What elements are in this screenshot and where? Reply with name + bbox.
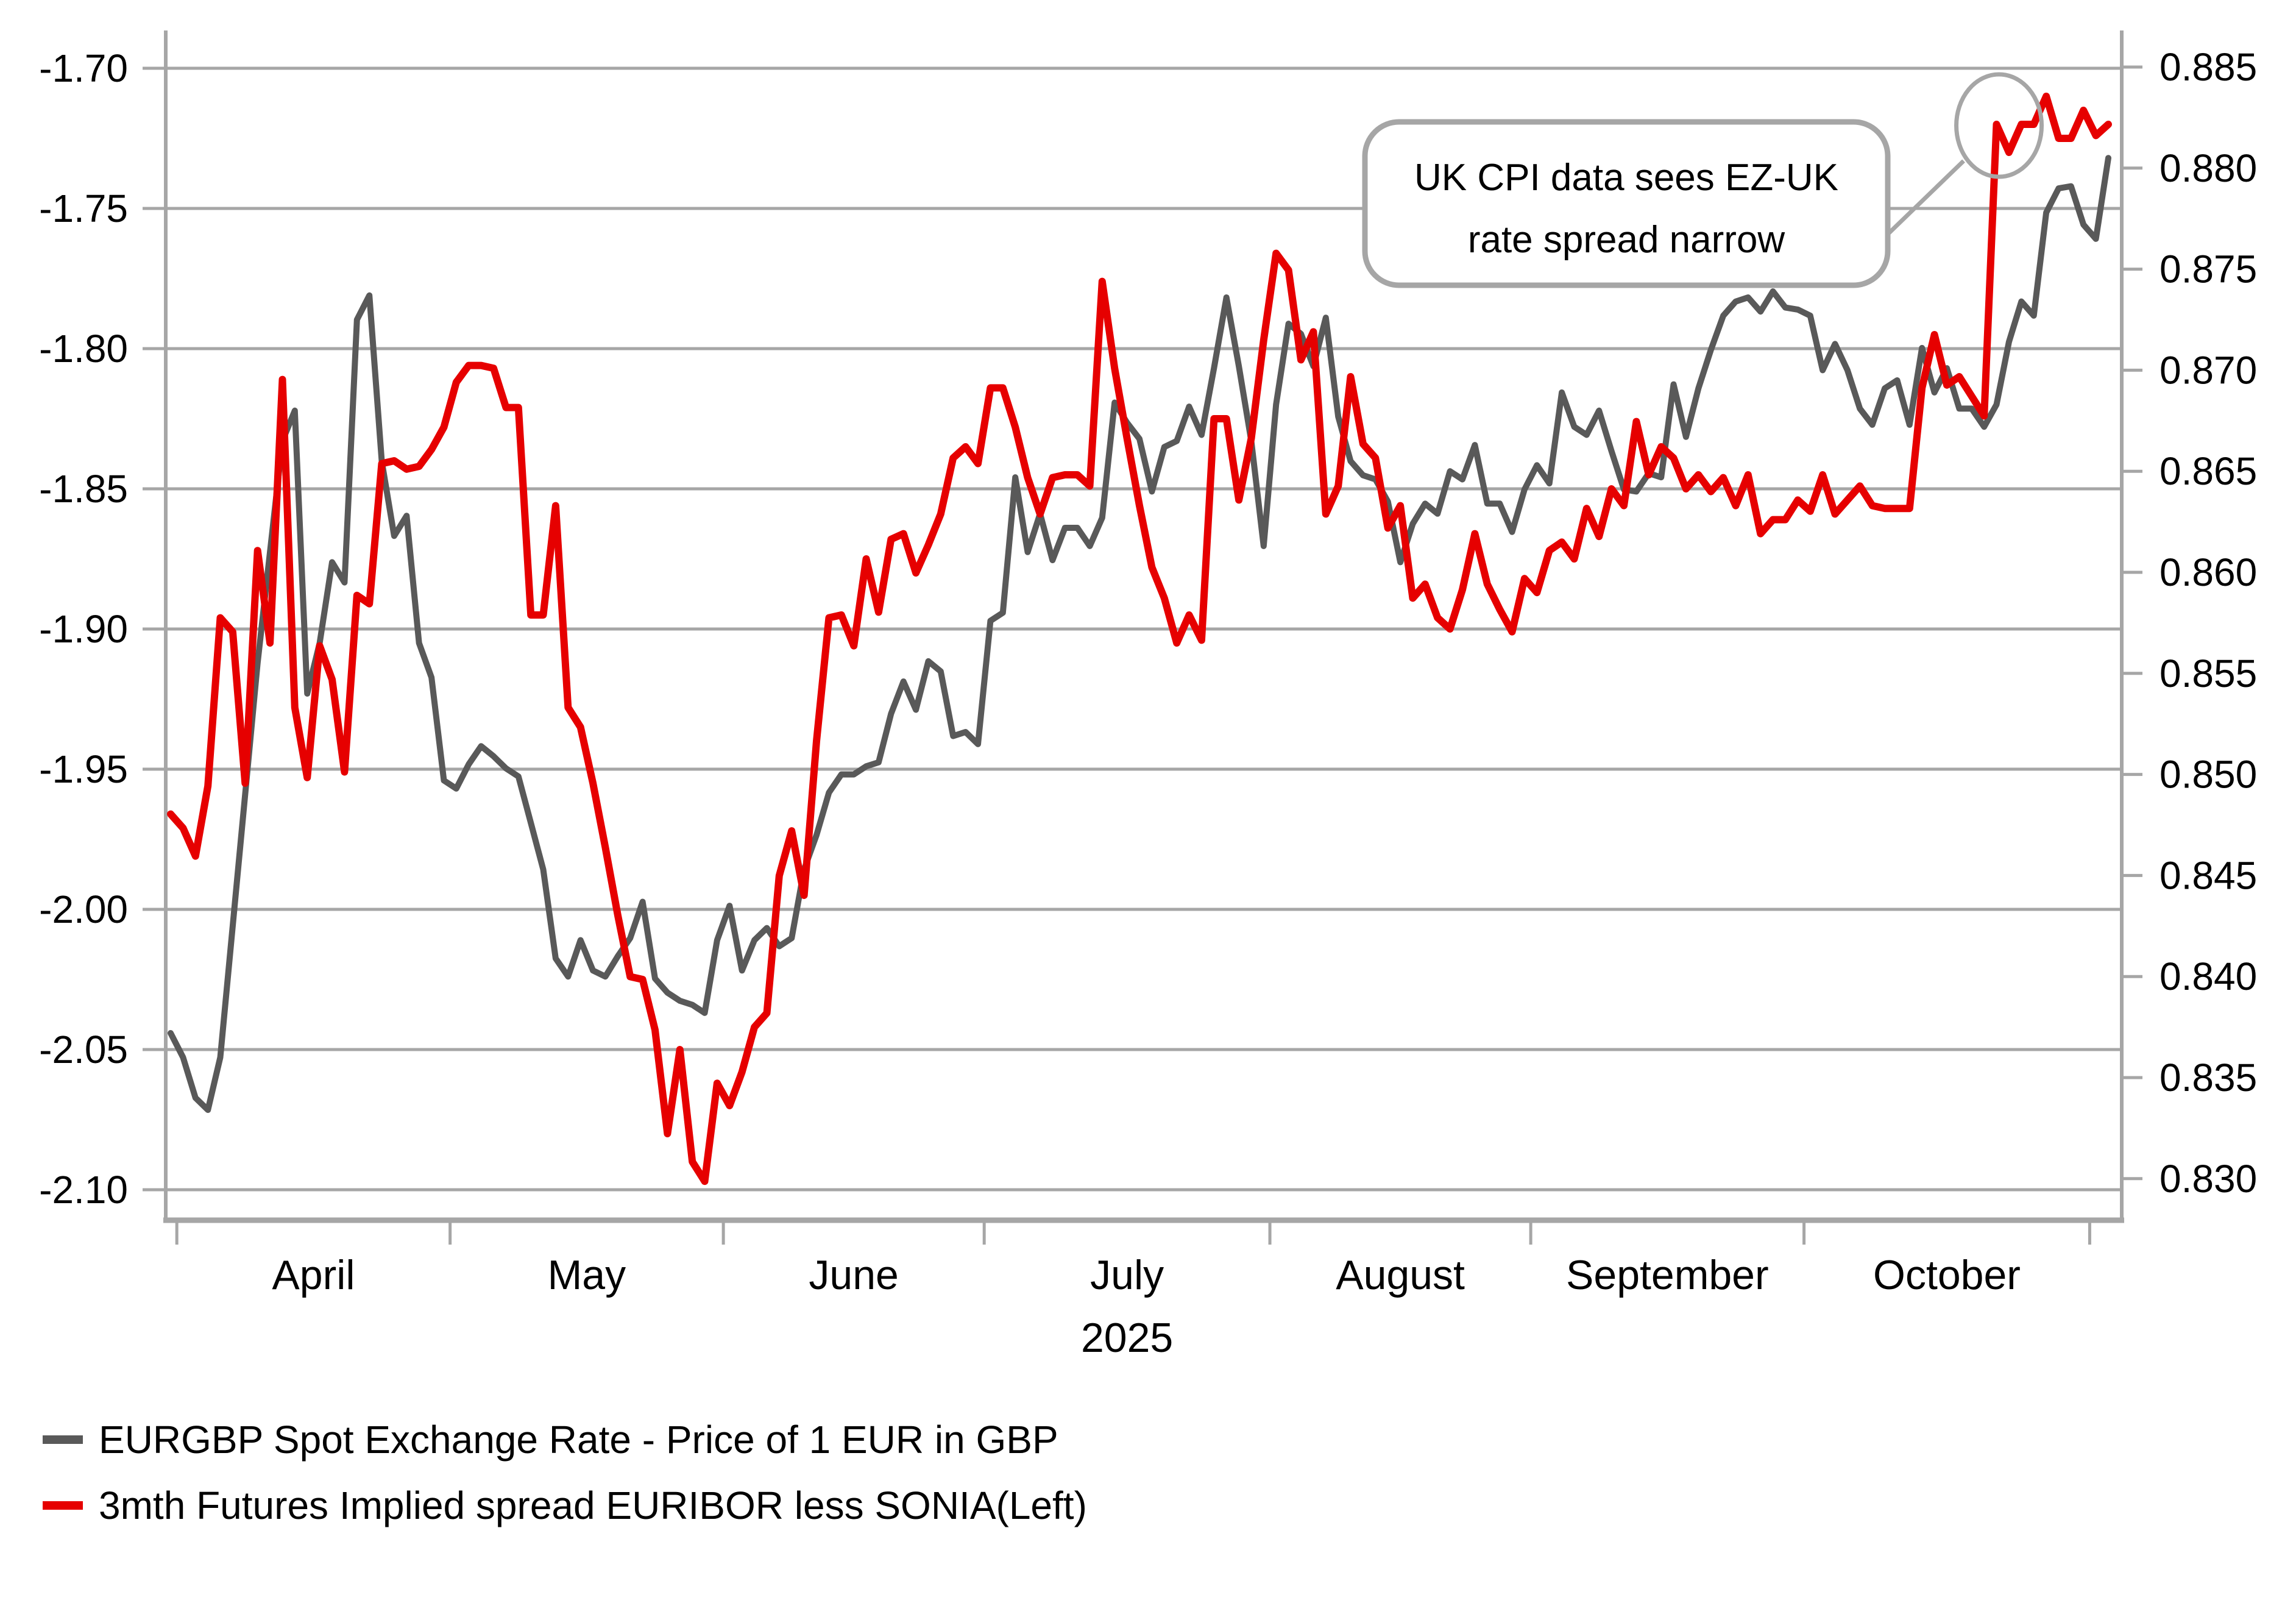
x-axis-month-label: October [1873, 1252, 2021, 1298]
left-axis-tick-label: -2.05 [39, 1028, 128, 1071]
series [167, 93, 2112, 1185]
highlight-ellipse [1954, 72, 2044, 179]
left-axis-tick-label: -1.95 [39, 747, 128, 791]
axes [143, 30, 2142, 1245]
x-axis-month-label: June [809, 1252, 898, 1298]
annotation-callout: UK CPI data sees EZ-UK rate spread narrow [1362, 72, 2044, 288]
x-axis-month-label: September [1566, 1252, 1769, 1298]
callout-text-line1: UK CPI data sees EZ-UK [1414, 157, 1838, 199]
legend: EURGBP Spot Exchange Rate - Price of 1 E… [43, 1420, 1087, 1525]
x-axis-month-label: May [548, 1252, 626, 1298]
callout-box [1362, 119, 1891, 288]
legend-label-euribor-sonia-spread: 3mth Futures Implied spread EURIBOR less… [99, 1484, 1087, 1527]
x-axis-month-label: August [1336, 1252, 1465, 1298]
spread-series-swatch [43, 1501, 83, 1510]
right-axis-tick-label: 0.835 [2160, 1056, 2257, 1100]
legend-item-euribor-sonia-spread: 3mth Futures Implied spread EURIBOR less… [43, 1486, 1087, 1525]
euribor-sonia-spread-line [167, 93, 2112, 1185]
right-axis-tick-label: 0.840 [2160, 954, 2257, 998]
x-axis-month-label: April [272, 1252, 355, 1298]
legend-item-eurgbp-spot: EURGBP Spot Exchange Rate - Price of 1 E… [43, 1420, 1087, 1459]
left-axis-tick-label: -2.10 [39, 1168, 128, 1212]
left-axis-tick-label: -1.80 [39, 327, 128, 371]
axis-labels: -1.70 -1.75 -1.80 -1.85 -1.90 -1.95 -2.00 -2.05… [39, 45, 2257, 1361]
left-axis-tick-label: -1.85 [39, 467, 128, 511]
right-axis-tick-label: 0.860 [2160, 550, 2257, 594]
callout-text-line2: rate spread narrow [1468, 219, 1785, 261]
left-axis-tick-label: -1.90 [39, 607, 128, 651]
eurgbp-spot-line [168, 155, 2111, 1114]
right-axis-tick-label: 0.870 [2160, 348, 2257, 392]
left-axis-tick-label: -1.70 [39, 46, 128, 90]
x-axis-month-label: July [1090, 1252, 1164, 1298]
gridlines [166, 66, 2122, 1192]
right-axis-tick-label: 0.885 [2160, 45, 2257, 89]
x-axis-year-label: 2025 [1081, 1315, 1173, 1361]
left-axis-tick-label: -2.00 [39, 887, 128, 931]
legend-label-eurgbp-spot: EURGBP Spot Exchange Rate - Price of 1 E… [99, 1418, 1058, 1462]
right-axis-tick-label: 0.865 [2160, 449, 2257, 493]
right-axis-tick-label: 0.830 [2160, 1157, 2257, 1201]
callout-connector-line [1881, 159, 1965, 241]
right-axis-tick-label: 0.845 [2160, 853, 2257, 897]
right-axis-tick-label: 0.855 [2160, 652, 2257, 695]
eurgbp-series-swatch [43, 1435, 83, 1444]
right-axis-tick-label: 0.880 [2160, 146, 2257, 190]
right-axis-tick-label: 0.850 [2160, 753, 2257, 797]
right-axis-tick-label: 0.875 [2160, 247, 2257, 291]
left-axis-tick-label: -1.75 [39, 187, 128, 230]
